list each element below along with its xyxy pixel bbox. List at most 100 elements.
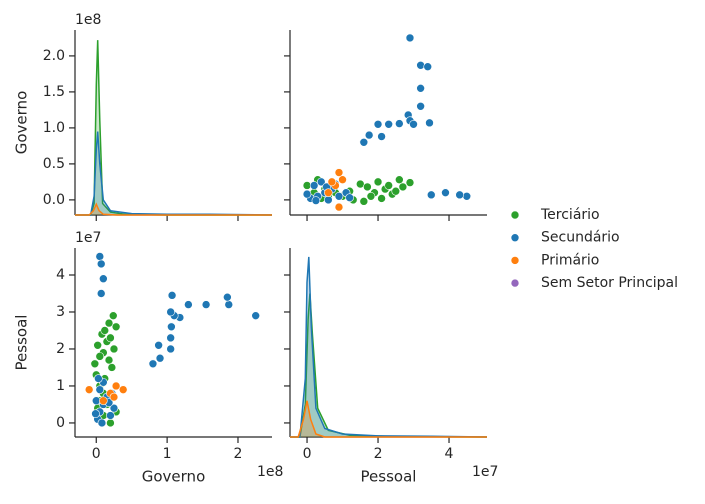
kde-area — [290, 400, 487, 437]
point — [111, 381, 121, 391]
point — [345, 193, 354, 203]
legend-label: Terciário — [540, 207, 600, 223]
legend-label: Primário — [541, 252, 599, 268]
point — [104, 355, 114, 365]
x-tick-label: 4 — [445, 446, 454, 462]
point — [373, 119, 383, 129]
point — [364, 130, 374, 140]
point — [426, 190, 436, 200]
point — [425, 118, 434, 128]
legend: Terciário Secundário Primário Sem Setor Pri… — [510, 207, 678, 291]
point — [107, 363, 117, 372]
point — [106, 418, 115, 428]
point — [324, 195, 333, 205]
kde-area — [75, 40, 272, 215]
point — [391, 186, 401, 196]
point — [311, 196, 321, 205]
y-tick-label: 1.0 — [43, 120, 65, 136]
kde-area — [75, 204, 272, 215]
point — [95, 252, 105, 261]
point — [99, 396, 108, 406]
x-tick-label: 0 — [92, 446, 101, 462]
point — [384, 119, 393, 129]
point — [201, 300, 211, 309]
kde-line — [75, 202, 272, 216]
legend-marker — [510, 256, 520, 265]
point — [97, 418, 107, 428]
point — [109, 403, 119, 413]
point — [316, 177, 326, 187]
point — [91, 409, 100, 418]
point — [99, 274, 108, 283]
point — [334, 202, 344, 212]
point — [359, 137, 369, 147]
point — [184, 300, 193, 309]
y-tick-label: 2.0 — [43, 48, 65, 64]
point — [334, 191, 344, 201]
point — [455, 190, 464, 200]
point — [155, 353, 165, 363]
legend-marker — [510, 233, 520, 242]
point — [359, 197, 369, 206]
x-offset: 1e8 — [257, 464, 283, 480]
point — [334, 168, 344, 177]
point — [106, 411, 115, 420]
y-axis-label: Pessoal — [13, 315, 31, 371]
point — [395, 119, 404, 128]
point — [167, 291, 177, 300]
point — [384, 181, 393, 190]
kde-line — [75, 131, 273, 216]
point — [95, 352, 105, 361]
point — [90, 359, 100, 369]
kde-area — [290, 256, 487, 437]
y-tick-label: 0.5 — [43, 156, 65, 172]
x-offset: 1e7 — [472, 464, 498, 480]
point — [441, 188, 450, 197]
point — [327, 177, 337, 187]
legend-label: Secundário — [541, 230, 620, 246]
point — [94, 374, 103, 383]
x-tick-label: 0 — [303, 446, 312, 462]
point — [409, 119, 418, 129]
point — [223, 292, 232, 302]
point — [462, 191, 472, 201]
x-tick-label: 2 — [234, 446, 243, 462]
point — [166, 307, 175, 317]
point — [95, 385, 105, 394]
point — [154, 340, 163, 350]
point — [93, 340, 102, 350]
kde-line — [290, 400, 487, 438]
y-tick-label: 0 — [56, 415, 65, 431]
y-tick-label: 3 — [56, 304, 65, 320]
point — [373, 177, 383, 187]
point — [104, 318, 114, 328]
point — [166, 333, 175, 343]
point — [111, 322, 121, 332]
point — [84, 385, 94, 394]
point — [324, 188, 333, 197]
point — [398, 182, 408, 192]
point — [100, 326, 110, 335]
y-tick-label: 0.0 — [43, 192, 65, 208]
y-axis-label: Governo — [13, 91, 31, 155]
x-axis-label: Governo — [142, 468, 206, 486]
x-tick-label: 1 — [163, 446, 172, 462]
point — [118, 385, 128, 394]
x-tick-label: 2 — [374, 446, 383, 462]
kde-line — [75, 40, 272, 216]
point — [106, 333, 115, 343]
point — [309, 181, 319, 190]
point — [166, 344, 175, 354]
y-tick-label: 2 — [56, 341, 65, 357]
y-offset: 1e8 — [75, 12, 101, 28]
point — [377, 132, 386, 141]
point — [96, 289, 106, 298]
point — [416, 84, 425, 93]
point — [416, 102, 425, 111]
point — [96, 259, 106, 269]
point — [338, 175, 347, 185]
legend-marker — [510, 210, 520, 220]
point — [416, 60, 425, 70]
y-offset: 1e7 — [75, 230, 101, 246]
